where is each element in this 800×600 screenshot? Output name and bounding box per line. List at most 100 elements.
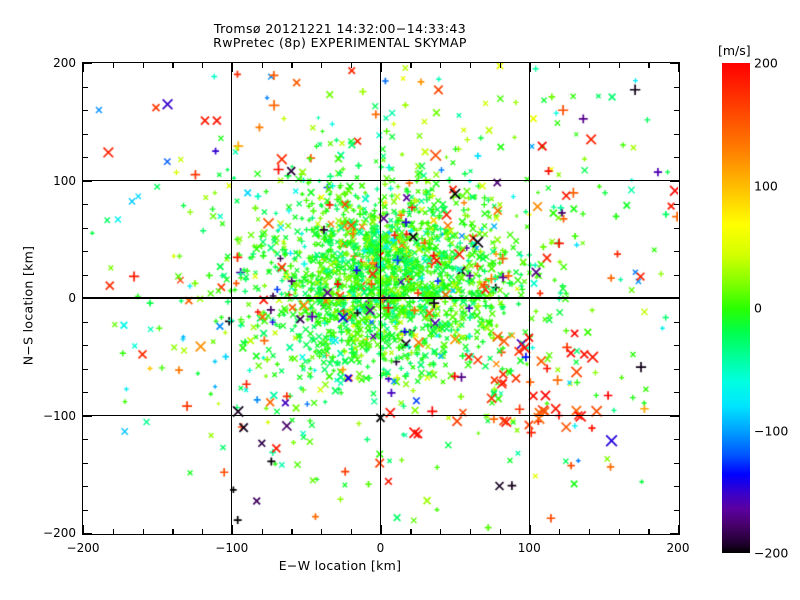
y-tick-major xyxy=(83,180,92,182)
y-tick-major-right xyxy=(670,180,679,182)
x-tick-minor-top xyxy=(559,63,561,68)
y-tick-minor-right xyxy=(674,321,679,323)
plot-title: Tromsø 20121221 14:32:00−14:33:43 RwPret… xyxy=(0,22,680,50)
x-tick-label: 200 xyxy=(666,541,690,555)
x-tick-major xyxy=(678,525,680,534)
y-tick-major-right xyxy=(670,415,679,417)
x-tick-minor xyxy=(469,529,472,534)
y-tick-minor xyxy=(83,157,88,159)
y-tick-minor-right xyxy=(674,86,679,88)
y-tick-minor xyxy=(83,368,88,370)
y-tick-minor xyxy=(83,462,88,464)
y-tick-minor-right xyxy=(674,133,679,135)
x-tick-major-top xyxy=(83,63,85,72)
y-tick-minor xyxy=(83,204,88,206)
x-tick-minor-top xyxy=(172,63,174,68)
colorbar-tick-label: −100 xyxy=(754,423,789,438)
y-tick-minor xyxy=(83,227,88,229)
y-tick-minor-right xyxy=(674,204,679,206)
y-tick-minor xyxy=(83,509,88,511)
y-tick-label: −200 xyxy=(43,526,76,540)
y-tick-minor-right xyxy=(674,251,679,253)
plot-area xyxy=(82,62,680,535)
colorbar-gradient xyxy=(722,63,750,553)
x-tick-minor xyxy=(172,529,174,534)
y-tick-label: 100 xyxy=(53,173,76,188)
y-tick-major-right xyxy=(670,63,679,65)
x-tick-minor xyxy=(261,529,263,534)
y-tick-minor xyxy=(83,345,88,347)
gridline-horizontal xyxy=(83,414,679,417)
x-tick-minor-top xyxy=(291,63,293,68)
gridline-horizontal xyxy=(83,297,679,299)
y-tick-minor-right xyxy=(674,368,679,370)
y-tick-minor xyxy=(83,274,88,276)
x-tick-minor-top xyxy=(321,63,323,68)
x-tick-minor-top xyxy=(142,63,144,68)
y-tick-minor-right xyxy=(674,345,679,347)
x-tick-minor xyxy=(499,529,501,534)
y-tick-major xyxy=(83,415,92,417)
x-tick-major xyxy=(83,525,85,534)
x-tick-minor xyxy=(321,529,323,534)
x-tick-minor xyxy=(291,529,293,534)
x-tick-minor xyxy=(618,529,620,534)
y-tick-minor xyxy=(83,251,88,253)
x-tick-minor-top xyxy=(350,63,353,68)
x-tick-minor-top xyxy=(588,63,591,68)
y-tick-minor xyxy=(83,321,88,323)
y-tick-minor-right xyxy=(674,274,679,276)
colorbar-tick-label: 0 xyxy=(754,300,762,316)
y-tick-minor-right xyxy=(674,509,679,511)
plot-title-line-1: Tromsø 20121221 14:32:00−14:33:43 xyxy=(213,21,467,36)
gridline-horizontal xyxy=(83,179,679,182)
y-tick-major xyxy=(83,298,92,300)
x-tick-label: 0 xyxy=(376,541,385,555)
y-tick-minor-right xyxy=(674,110,679,112)
x-tick-minor-top xyxy=(648,63,650,68)
colorbar-tick-label: 100 xyxy=(754,178,778,193)
x-tick-minor xyxy=(440,529,442,534)
x-axis-title: E−W location [km] xyxy=(278,558,402,573)
plot-title-line-2: RwPretec (8p) EXPERIMENTAL SKYMAP xyxy=(213,35,467,50)
y-tick-label: −100 xyxy=(43,408,76,423)
y-tick-major-right xyxy=(670,533,679,535)
x-tick-major xyxy=(231,525,234,534)
x-tick-minor xyxy=(588,529,591,534)
y-tick-minor xyxy=(83,392,88,394)
x-tick-major-top xyxy=(231,63,234,72)
y-tick-minor-right xyxy=(674,392,679,394)
y-tick-minor xyxy=(83,133,88,135)
x-tick-major-top xyxy=(380,63,382,72)
colorbar-unit-label: [m/s] xyxy=(718,43,751,58)
x-tick-label: −100 xyxy=(215,541,249,555)
x-tick-major-top xyxy=(529,63,531,72)
x-tick-minor-top xyxy=(202,63,204,68)
colorbar-tick-label: 200 xyxy=(754,55,778,71)
y-tick-minor xyxy=(83,486,88,488)
x-tick-major-top xyxy=(678,63,680,72)
y-tick-minor xyxy=(83,110,88,112)
x-tick-minor-top xyxy=(261,63,263,68)
y-tick-minor-right xyxy=(674,157,679,159)
y-tick-label: 200 xyxy=(53,56,76,70)
x-tick-minor xyxy=(350,529,353,534)
y-axis-title: N−S location [km] xyxy=(20,245,36,366)
x-tick-minor xyxy=(648,529,650,534)
x-tick-major xyxy=(529,525,531,534)
y-tick-minor xyxy=(83,86,88,88)
y-tick-minor-right xyxy=(674,486,679,488)
x-tick-minor-top xyxy=(112,63,115,68)
y-tick-major-right xyxy=(670,298,679,300)
x-tick-minor-top xyxy=(440,63,442,68)
y-tick-minor xyxy=(83,439,88,441)
y-tick-minor-right xyxy=(674,227,679,229)
y-tick-major xyxy=(83,533,92,535)
x-tick-minor-top xyxy=(469,63,472,68)
x-tick-minor xyxy=(559,529,561,534)
y-tick-minor-right xyxy=(674,439,679,441)
x-tick-label: −200 xyxy=(66,541,100,555)
y-tick-minor-right xyxy=(674,462,679,464)
x-tick-minor xyxy=(112,529,115,534)
